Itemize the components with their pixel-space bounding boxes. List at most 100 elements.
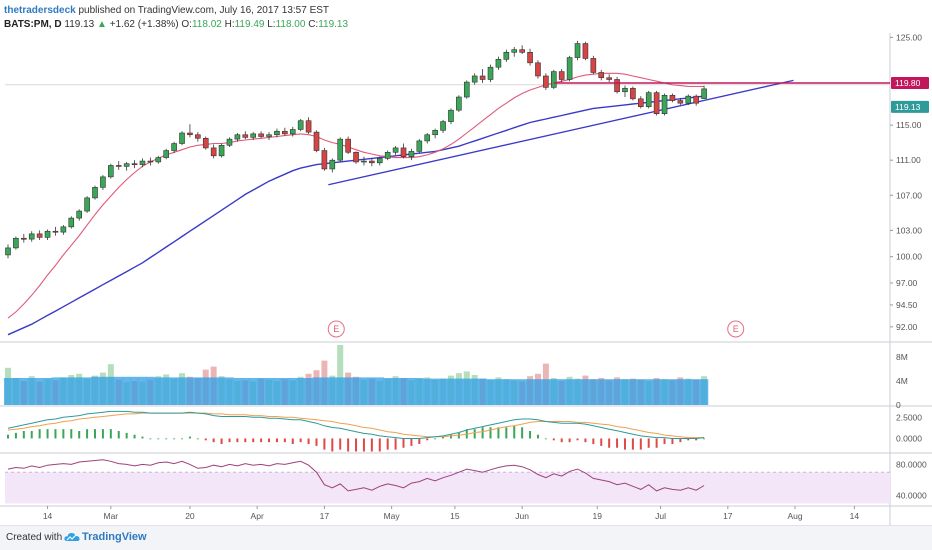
candle-body xyxy=(463,81,470,98)
candle xyxy=(115,161,122,170)
candle-body xyxy=(479,75,486,80)
macd-histogram-bar xyxy=(521,427,524,439)
macd-histogram-bar xyxy=(188,436,191,439)
rsi-tick-label: 80.0000 xyxy=(896,459,927,469)
candle-body xyxy=(36,233,43,238)
candle-body xyxy=(701,88,707,99)
price-tag-label: 119.80 xyxy=(895,78,921,88)
candle-body xyxy=(645,92,652,107)
candle xyxy=(693,94,699,106)
macd-histogram-bar xyxy=(165,438,168,440)
volume-ma-bar xyxy=(668,379,677,405)
rsi-line xyxy=(7,459,705,492)
macd-histogram-bar xyxy=(544,438,547,440)
candle-body xyxy=(258,133,264,137)
candle xyxy=(329,158,336,173)
volume-ma-bar xyxy=(233,378,242,405)
volume-pane xyxy=(4,345,709,405)
candle xyxy=(432,128,438,139)
macd-histogram-bar xyxy=(347,438,350,452)
candle-body xyxy=(582,43,589,59)
volume-ma-bar xyxy=(11,378,21,405)
symbol-label[interactable]: BATS:PM, D xyxy=(4,19,62,30)
candle xyxy=(606,74,612,83)
macd-histogram-bar xyxy=(212,438,215,443)
macd-histogram-bar xyxy=(252,438,255,443)
macd-histogram-bar xyxy=(623,438,626,450)
price-tag-label: 119.13 xyxy=(895,102,921,112)
macd-histogram-bar xyxy=(78,431,81,439)
ohlc-line: BATS:PM, D 119.13 ▲ +1.62 (+1.38%) O:118… xyxy=(4,18,884,32)
price-tick-label: 92.00 xyxy=(896,322,918,332)
rsi-pane xyxy=(5,459,890,504)
candle xyxy=(13,236,19,250)
volume-ma-bar xyxy=(454,378,464,405)
volume-ma-bar xyxy=(391,378,400,405)
volume-ma-bar xyxy=(462,378,471,405)
price-axis[interactable]: 125.00 115.00 111.00 107.00 103.00 100.00 97.0… xyxy=(890,32,929,501)
macd-histogram-bar xyxy=(639,438,642,450)
macd-histogram-bar xyxy=(275,438,278,443)
macd-histogram-bar xyxy=(220,438,223,445)
candle-body xyxy=(131,163,138,165)
candle xyxy=(274,128,280,138)
candle-body xyxy=(345,138,351,153)
macd-histogram-bar xyxy=(647,438,650,448)
candle xyxy=(68,216,75,229)
volume-ma-bar xyxy=(178,377,187,405)
candle xyxy=(163,148,169,160)
volume-ma-bar xyxy=(272,378,282,405)
candle-body xyxy=(202,137,209,149)
volume-ma-bar xyxy=(257,378,266,405)
volume-ma-bar xyxy=(265,378,274,405)
volume-ma-bar xyxy=(288,378,297,405)
time-axis[interactable]: 14 Mar 20 Apr 17 May 15 Jun 19 Jul 17 Aug 14 xyxy=(43,506,860,521)
macd-histogram-bar xyxy=(386,438,389,450)
volume-ma-bar xyxy=(83,377,92,405)
volume-ma-bar xyxy=(549,379,558,405)
candle-body xyxy=(511,49,518,53)
author-link[interactable]: thetradersdeck xyxy=(4,5,76,16)
macd-histogram-bar xyxy=(268,438,271,443)
candle-body xyxy=(226,138,233,146)
candle-body xyxy=(376,158,383,164)
macd-histogram-bar xyxy=(671,438,674,445)
time-tick-label: 15 xyxy=(450,511,460,521)
volume-ma-bar xyxy=(312,377,321,405)
candle xyxy=(400,143,407,159)
macd-histogram-bar xyxy=(62,429,65,439)
candle xyxy=(519,45,525,55)
volume-ma-bar xyxy=(241,378,250,405)
candle-body xyxy=(527,51,533,64)
macd-histogram-bar xyxy=(505,427,508,439)
candle xyxy=(550,69,557,90)
volume-ma-bar xyxy=(154,377,163,405)
volume-ma-bar xyxy=(336,377,345,405)
macd-histogram-bar xyxy=(117,431,120,439)
macd-histogram-bar xyxy=(426,438,429,441)
candle-body xyxy=(21,237,27,240)
candle xyxy=(234,132,241,142)
macd-histogram-bar xyxy=(307,438,310,445)
candle xyxy=(44,229,51,241)
volume-ma-bar xyxy=(98,376,108,405)
macd-histogram-bar xyxy=(449,434,452,439)
volume-ma-bar xyxy=(162,377,171,405)
candle xyxy=(305,117,312,134)
earnings-marker-circle xyxy=(327,320,345,338)
candle-body xyxy=(471,75,478,83)
candle xyxy=(408,148,415,161)
candle xyxy=(392,146,399,155)
volume-ma-bar xyxy=(91,376,100,405)
macd-histogram-bar xyxy=(181,438,184,440)
macd-tick-label: 0.0000 xyxy=(896,433,922,443)
macd-histogram-bar xyxy=(418,438,421,445)
candle xyxy=(337,137,344,162)
last-price: 119.13 xyxy=(64,19,95,30)
tradingview-brand[interactable]: TradingView xyxy=(82,531,147,543)
candle xyxy=(653,90,660,116)
candle xyxy=(282,127,288,136)
time-tick-label: May xyxy=(384,511,401,521)
